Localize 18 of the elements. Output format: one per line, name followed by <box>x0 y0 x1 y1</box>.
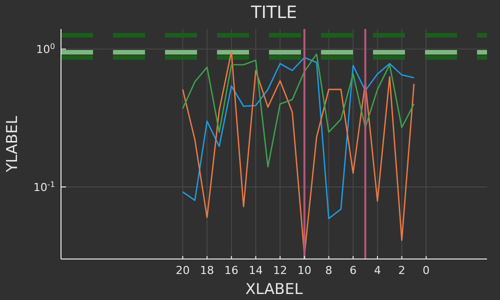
x-tick-label: 6 <box>350 264 357 277</box>
x-tick-label: 14 <box>248 264 263 277</box>
x-tick-label: 18 <box>200 264 214 277</box>
x-tick-label: 12 <box>273 264 288 277</box>
y-tick-label: 10$^{0}$ <box>36 42 56 56</box>
x-axis-title: XLABEL <box>245 280 304 298</box>
x-tick-label: 16 <box>224 264 238 277</box>
x-tick-label: 20 <box>176 264 190 277</box>
x-tick-label: 4 <box>374 264 381 277</box>
x-tick-label: 0 <box>422 264 430 277</box>
x-tick-label: 8 <box>325 264 332 277</box>
y-axis-title: YLABEL <box>3 115 21 174</box>
chart-title: TITLE <box>250 3 297 23</box>
x-tick-label: 2 <box>398 264 406 277</box>
line-series <box>182 56 415 220</box>
line-series <box>182 53 415 168</box>
x-tick-label: 10 <box>297 264 312 277</box>
y-tick-label: 10$^{-1}$ <box>33 179 56 194</box>
